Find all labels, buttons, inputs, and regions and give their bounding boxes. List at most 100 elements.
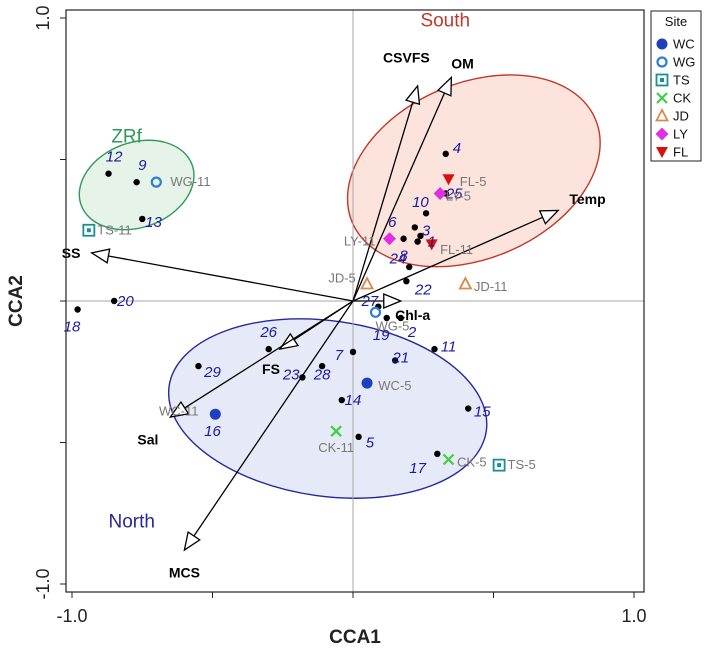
point-5 xyxy=(355,433,362,441)
site-label-wg-11: WG-11 xyxy=(170,174,210,189)
site-marker-ly-5 xyxy=(433,186,447,200)
site-marker-wc-11 xyxy=(209,408,221,420)
site-label-ly-11: LY-11 xyxy=(344,234,376,249)
arrow-label-fs: FS xyxy=(262,361,280,377)
group-label-north: North xyxy=(109,511,155,532)
site-label-ck-11: CK-11 xyxy=(318,440,354,455)
site-label-wc-5: WC-5 xyxy=(378,378,411,393)
arrow-label-ss: SS xyxy=(62,245,81,261)
y-axis-title: CCA2 xyxy=(6,275,27,327)
legend-label-fl: FL xyxy=(673,145,688,160)
point-number-8: 8 xyxy=(399,248,408,265)
x-tick-label-1-0: 1.0 xyxy=(621,606,646,626)
site-marker-ck-5 xyxy=(442,453,455,466)
point-number-29: 29 xyxy=(203,364,221,381)
point-number-25: 25 xyxy=(445,185,463,202)
legend-label-wc: WC xyxy=(673,37,695,52)
point-number-18: 18 xyxy=(64,318,81,335)
site-label-jd-5: JD-5 xyxy=(328,270,355,285)
legend-marker-ts xyxy=(655,73,669,87)
site-marker-ts-5-outer xyxy=(492,458,506,472)
arrow-head-temp xyxy=(538,209,560,225)
arrow-label-temp: Temp xyxy=(569,191,605,207)
site-marker-ts-5-inner xyxy=(497,463,502,468)
point-number-23: 23 xyxy=(282,367,300,384)
point-number-17: 17 xyxy=(409,460,426,477)
site-marker-jd-5 xyxy=(360,276,375,290)
arrow-shaft-ss xyxy=(108,255,354,302)
point-number-27: 27 xyxy=(361,293,379,310)
point-number-6: 6 xyxy=(388,214,397,231)
legend-marker-ts-inner xyxy=(660,78,664,82)
site-marker-ts-11-outer xyxy=(82,223,96,237)
point-number-1: 1 xyxy=(428,234,436,251)
axes: -1.0 1.0 1.0 -1.0 CCA1 CCA2 xyxy=(6,5,647,648)
y-tick-label--1-0: -1.0 xyxy=(33,568,53,599)
arrow-shaft-mcs xyxy=(193,300,354,537)
legend-marker-ck-stroke-b xyxy=(656,92,668,104)
point-number-19: 19 xyxy=(373,327,390,344)
site-label-fl-11: FL-11 xyxy=(440,242,473,257)
site-marker-ck-11 xyxy=(330,425,342,437)
point-number-7: 7 xyxy=(335,347,344,364)
point-number-12: 12 xyxy=(106,149,123,166)
legend-marker-wg xyxy=(656,56,668,68)
point-28 xyxy=(318,362,326,370)
y-tick-label-1-0: 1.0 xyxy=(33,5,53,30)
point-number-3: 3 xyxy=(422,222,431,239)
site-marker-fl-5 xyxy=(442,174,455,186)
site-label-ts-5: TS-5 xyxy=(508,457,536,472)
legend-label-ck: CK xyxy=(673,91,691,106)
point-number-13: 13 xyxy=(145,214,162,231)
point-9 xyxy=(133,178,140,186)
legend-marker-wc xyxy=(656,38,668,50)
arrow-label-chl-a: Chl-a xyxy=(395,307,430,323)
point-number-14: 14 xyxy=(345,392,362,409)
site-label-wg-5: WG-5 xyxy=(375,318,409,333)
site-marker-ts-11 xyxy=(82,223,96,237)
point-number-10: 10 xyxy=(412,194,429,211)
point-13 xyxy=(139,215,146,223)
legend-label-wg: WG xyxy=(673,55,695,70)
group-label-zrf: ZRf xyxy=(111,127,142,148)
legend-title: Site xyxy=(665,14,687,29)
point-18 xyxy=(74,306,81,313)
point-number-5: 5 xyxy=(366,435,375,452)
legend-marker-fl xyxy=(656,147,668,158)
site-marker-fl-11 xyxy=(425,239,438,251)
arrow-head-csvfs xyxy=(404,84,421,106)
point-number-20: 20 xyxy=(116,293,134,310)
arrow-label-sal: Sal xyxy=(137,432,158,448)
point-23 xyxy=(299,374,306,381)
legend-label-jd: JD xyxy=(673,109,689,124)
legend-marker-ck xyxy=(656,92,668,104)
arrow-head-ss xyxy=(89,248,111,264)
point-number-28: 28 xyxy=(313,367,331,384)
site-label-jd-11: JD-11 xyxy=(474,279,508,294)
sample-points xyxy=(74,150,506,472)
site-label-wc-11: WC-11 xyxy=(159,403,198,418)
point-17 xyxy=(434,450,441,458)
group-ellipse-north xyxy=(167,318,488,499)
x-tick-label--1-0: -1.0 xyxy=(56,606,87,626)
site-label-ck-5: CK-5 xyxy=(457,454,487,469)
site-marker-wg-5 xyxy=(369,306,382,318)
site-marker-ck-5-stroke-b xyxy=(442,453,455,466)
point-number-16: 16 xyxy=(204,423,221,440)
point-22 xyxy=(403,277,410,285)
point-number-9: 9 xyxy=(138,157,147,174)
point-19 xyxy=(383,314,390,322)
arrow-shaft-csvfs xyxy=(352,102,414,302)
point-number-2: 2 xyxy=(407,324,417,341)
legend-marker-ts-outer xyxy=(655,73,669,87)
point-7 xyxy=(349,348,357,356)
site-marker-ts-5 xyxy=(492,458,506,472)
site-marker-jd-11 xyxy=(458,276,473,290)
point-number-4: 4 xyxy=(453,140,461,157)
point-12 xyxy=(105,170,112,177)
arrow-label-om: OM xyxy=(451,55,474,71)
x-axis-title: CCA1 xyxy=(329,627,381,648)
point-3 xyxy=(411,224,419,231)
point-number-24: 24 xyxy=(389,251,407,268)
